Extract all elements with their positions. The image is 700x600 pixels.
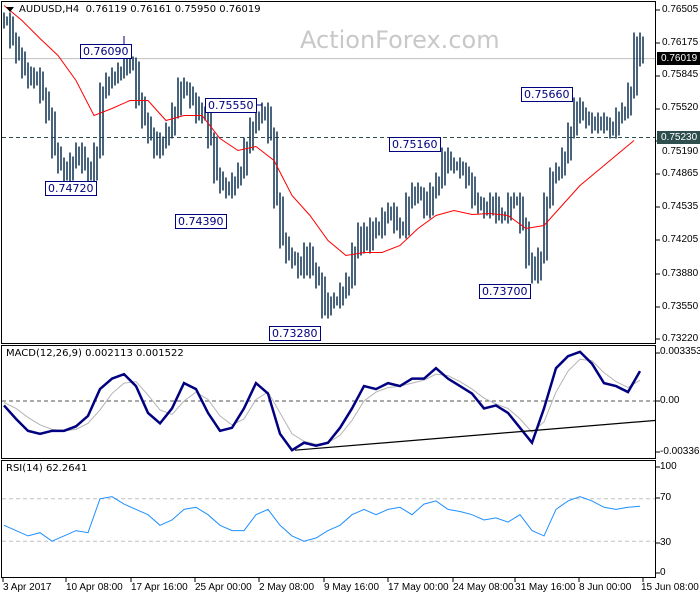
price-tick: 0.75845 (662, 69, 699, 80)
moving-average-line (3, 5, 635, 257)
macd-tick: -0.003369 (660, 446, 700, 457)
date-tick: 17 Apr 16:00 (131, 582, 188, 593)
price-label-low: 0.73700 (479, 284, 531, 299)
price-tick: 0.75520 (662, 102, 699, 113)
macd-pane[interactable] (1, 345, 656, 459)
rsi-line (3, 496, 641, 542)
rsi-tick: 100 (660, 461, 677, 472)
macd-main-line (3, 350, 642, 452)
price-tick: 0.73550 (662, 301, 699, 312)
rsi-tick: 30 (660, 537, 672, 548)
date-tick: 10 Apr 08:00 (66, 582, 123, 593)
price-tick: 0.75190 (662, 146, 699, 157)
macd-tick: 0.003353 (660, 346, 700, 357)
macd-tick: 0.00 (660, 395, 680, 406)
macd-signal-line (3, 358, 641, 445)
price-tick: 0.76505 (662, 4, 699, 15)
level-price-badge: 0.75230 (657, 131, 700, 144)
date-tick: 25 Apr 00:00 (195, 582, 252, 593)
rsi-tick: 70 (660, 492, 672, 503)
price-tick: 0.73880 (662, 268, 699, 279)
rsi-title: RSI(14) 62.2641 (6, 463, 88, 474)
rsi-tick: 0 (660, 567, 666, 578)
price-label-high: 0.75660 (521, 87, 573, 102)
symbol-label: AUDUSD,H4 (19, 4, 80, 15)
symbol-header: AUDUSD,H4 0.76119 0.76161 0.75950 0.7601… (6, 4, 261, 15)
date-tick: 17 May 00:00 (388, 582, 449, 593)
ohlc-values: 0.76119 0.76161 0.75950 0.76019 (85, 4, 261, 15)
macd-trendline (294, 419, 657, 451)
price-label-high: 0.75160 (389, 137, 441, 152)
price-label-high: 0.76090 (80, 44, 132, 59)
date-tick: 3 Apr 2017 (3, 582, 52, 593)
current-price-badge: 0.76019 (657, 52, 700, 65)
price-label-low: 0.74390 (175, 214, 227, 229)
price-tick: 0.74205 (662, 234, 699, 245)
date-tick: 24 May 08:00 (453, 582, 514, 593)
macd-title: MACD(12,26,9) 0.002113 0.001522 (6, 348, 184, 359)
rsi-pane[interactable] (1, 460, 656, 578)
price-tick: 0.73220 (662, 333, 699, 344)
price-label-high: 0.75550 (205, 98, 257, 113)
price-tick: 0.76175 (662, 37, 699, 48)
date-tick: 9 May 16:00 (324, 582, 380, 593)
price-chart-pane[interactable] (1, 1, 656, 344)
date-tick: 2 May 08:00 (259, 582, 315, 593)
watermark: ActionForex.com (300, 26, 500, 54)
date-tick: 31 May 16:00 (515, 582, 576, 593)
price-label-low: 0.73280 (269, 326, 321, 341)
price-tick: 0.74865 (662, 168, 699, 179)
dropdown-triangle-icon[interactable] (6, 6, 14, 12)
date-tick: 8 Jun 00:00 (579, 582, 632, 593)
price-label-low: 0.74720 (45, 181, 97, 196)
price-tick: 0.74535 (662, 201, 699, 212)
date-tick: 15 Jun 08:00 (641, 582, 699, 593)
